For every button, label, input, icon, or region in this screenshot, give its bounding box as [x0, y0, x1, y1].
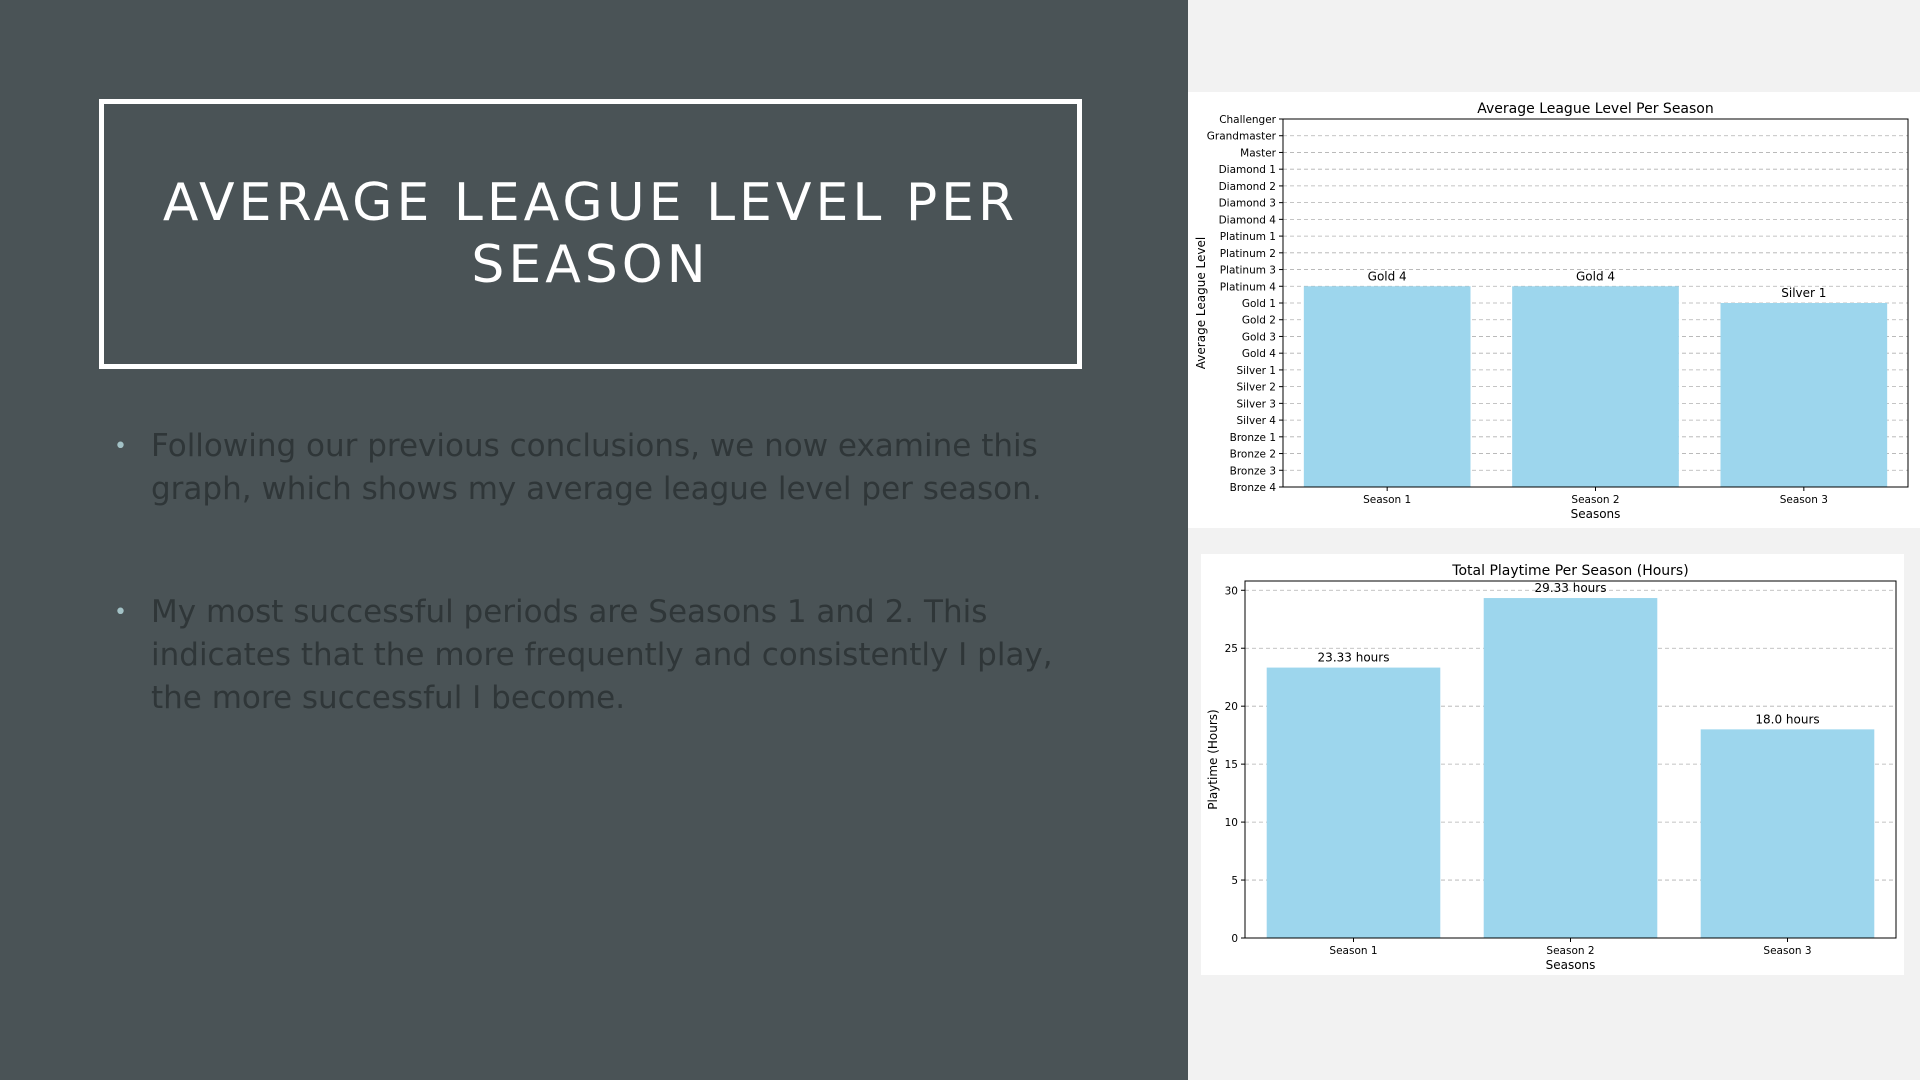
x-tick-label: Season 3: [1763, 945, 1811, 957]
y-tick-label: Silver 3: [1236, 398, 1276, 410]
y-tick-label: Grandmaster: [1207, 131, 1277, 143]
y-tick-label: Bronze 2: [1230, 449, 1276, 461]
bar-value-label: Silver 1: [1781, 286, 1826, 300]
y-tick-label: Diamond 3: [1219, 198, 1276, 210]
bar: [1303, 286, 1471, 487]
y-axis-label: Playtime (Hours): [1206, 709, 1220, 809]
y-tick-label: Master: [1240, 147, 1277, 159]
y-tick-label: 5: [1231, 875, 1238, 887]
x-tick-label: Season 1: [1329, 945, 1377, 957]
x-tick-label: Season 2: [1571, 494, 1619, 506]
chart-title: Average League Level Per Season: [1477, 101, 1714, 117]
bar: [1266, 667, 1441, 938]
x-axis-label: Seasons: [1571, 507, 1621, 521]
plot-frame: [1244, 580, 1897, 939]
y-tick-label: Platinum 4: [1220, 281, 1277, 293]
league-level-chart-svg: Bronze 4 Bronze 3 Bronze 2 Bronze 1 Silver 4…: [1194, 101, 1909, 521]
bar-value-label: Gold 4: [1368, 269, 1407, 283]
bullet-list: • Following our previous conclusions, we…: [114, 425, 1074, 800]
y-tick-label: 0: [1231, 933, 1238, 945]
bullet-item: • My most successful periods are Seasons…: [114, 591, 1074, 720]
bar: [1700, 729, 1875, 938]
bar: [1483, 598, 1658, 938]
playtime-chart: 0 5 10 15 20 25 30 23.33 hours Season 1 29.33 hou…: [1201, 554, 1904, 975]
y-tick-label: Gold 1: [1242, 298, 1276, 310]
x-tick-label: Season 3: [1780, 494, 1828, 506]
y-tick-label: Platinum 1: [1220, 231, 1276, 243]
bar-value-label: Gold 4: [1576, 269, 1615, 283]
y-tick-label: Bronze 3: [1230, 465, 1276, 477]
league-level-chart: Bronze 4 Bronze 3 Bronze 2 Bronze 1 Silver 4…: [1188, 92, 1920, 528]
y-tick-label: 30: [1225, 585, 1238, 597]
y-tick-label: Silver 4: [1236, 415, 1276, 427]
bar-value-label: 29.33 hours: [1535, 581, 1607, 595]
bullet-text: My most successful periods are Seasons 1…: [151, 594, 1053, 716]
y-axis-label: Average League Level: [1194, 237, 1208, 369]
y-tick-label: Platinum 2: [1220, 248, 1276, 260]
chart-title: Total Playtime Per Season (Hours): [1451, 563, 1688, 579]
y-tick-label: Gold 2: [1242, 315, 1276, 327]
y-tick-label: Diamond 1: [1219, 164, 1276, 176]
bullet-dot-icon: •: [114, 600, 127, 625]
y-tick-label: Silver 2: [1236, 382, 1276, 394]
bullet-dot-icon: •: [114, 434, 127, 459]
y-tick-label: Gold 3: [1242, 331, 1276, 343]
bar: [1720, 303, 1888, 487]
y-tick-label: Bronze 4: [1230, 482, 1277, 494]
bullet-item: • Following our previous conclusions, we…: [114, 425, 1074, 511]
slide-title: AVERAGE LEAGUE LEVEL PER SEASON: [162, 173, 1019, 295]
y-tick-label: Gold 4: [1242, 348, 1276, 360]
y-tick-label: Diamond 2: [1219, 181, 1276, 193]
x-tick-label: Season 2: [1546, 945, 1594, 957]
bar-value-label: 23.33 hours: [1318, 651, 1390, 665]
y-tick-label: Bronze 1: [1230, 432, 1276, 444]
playtime-chart-svg: 0 5 10 15 20 25 30 23.33 hours Season 1 29.33 hou…: [1206, 563, 1897, 972]
y-tick-label: Challenger: [1219, 114, 1276, 126]
y-tick-label: 20: [1225, 701, 1238, 713]
y-tick-label: 25: [1225, 643, 1238, 655]
y-tick-label: Diamond 4: [1219, 214, 1277, 226]
bullet-text: Following our previous conclusions, we n…: [151, 428, 1042, 507]
y-tick-label: Platinum 3: [1220, 265, 1276, 277]
slide-left-panel: AVERAGE LEAGUE LEVEL PER SEASON • Follow…: [0, 0, 1188, 1080]
x-tick-label: Season 1: [1363, 494, 1411, 506]
x-axis-label: Seasons: [1546, 958, 1596, 972]
y-tick-label: 15: [1225, 759, 1238, 771]
bar: [1512, 286, 1679, 487]
bar-value-label: 18.0 hours: [1755, 712, 1819, 726]
y-tick-label: 10: [1225, 817, 1238, 829]
y-tick-label: Silver 1: [1236, 365, 1276, 377]
title-box: AVERAGE LEAGUE LEVEL PER SEASON: [99, 99, 1082, 369]
plot-frame: [1282, 118, 1909, 488]
